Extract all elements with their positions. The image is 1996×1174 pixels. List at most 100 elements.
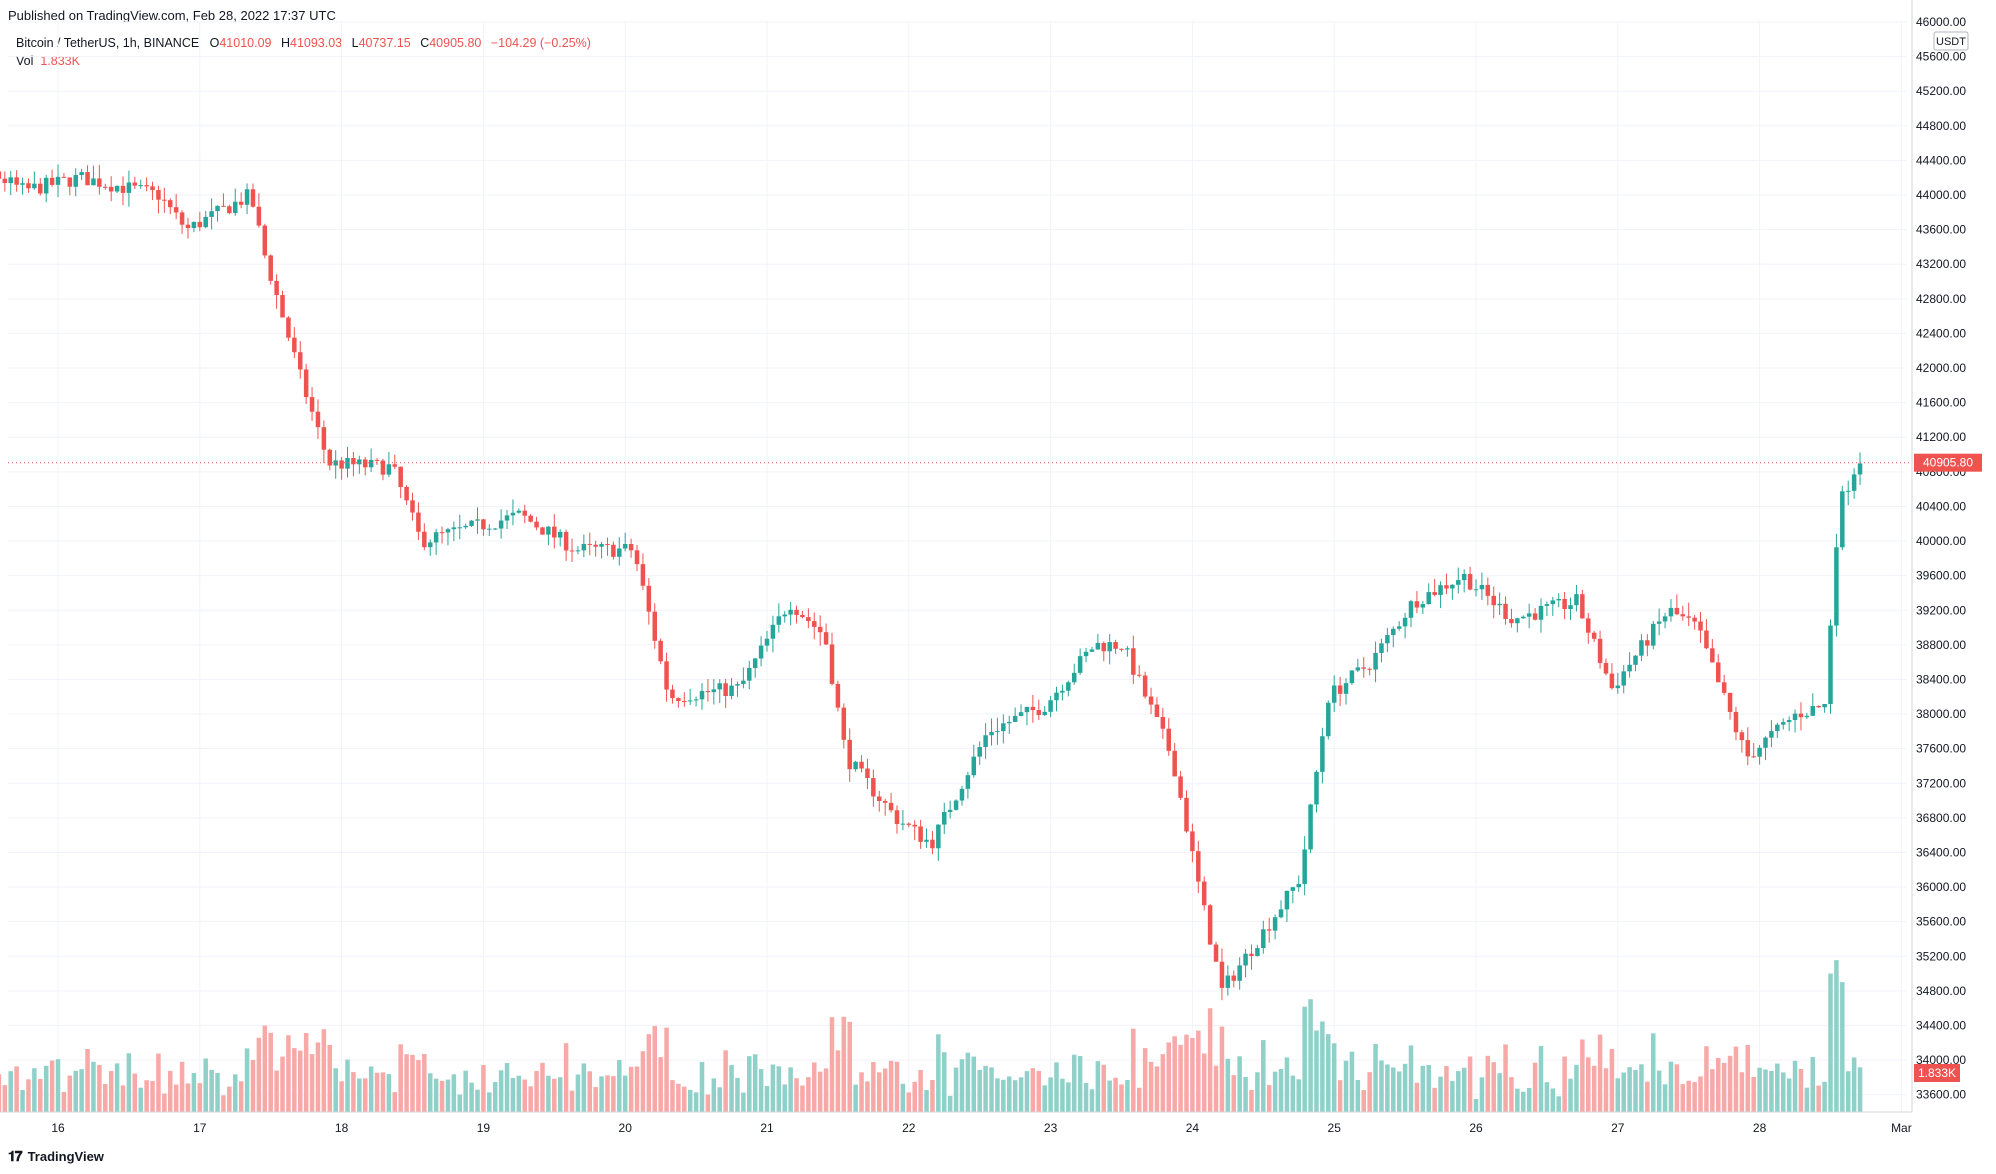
volume-bar [1816,1085,1821,1112]
candle-body [977,747,982,757]
candle-body [1089,649,1095,652]
volume-bar [1213,1065,1219,1112]
volume-bar [912,1081,917,1112]
candle-body [120,185,126,193]
candle-body [1650,623,1656,646]
candle-body [995,731,1000,733]
volume-bar [930,1079,935,1112]
candle-body [1012,715,1018,722]
volume-bar [622,1075,628,1112]
volume-bar [1580,1039,1585,1112]
volume-bar [1331,1043,1337,1112]
candle-body [422,531,427,548]
candle-body [1113,642,1118,649]
candle-body [1521,616,1526,619]
close-value: 40905.80 [429,36,482,50]
volume-bar [1710,1069,1715,1112]
candle-body [1426,592,1431,605]
candle-body [1857,463,1863,475]
volume-bar [1006,1076,1012,1112]
volume-bar [605,1075,610,1112]
volume-bar [1845,1071,1851,1112]
volume-bar [1361,1089,1366,1112]
volume-bar [1379,1060,1384,1112]
volume-bar [1715,1057,1721,1112]
volume-bar [132,1073,138,1112]
y-tick-label: 34400.00 [1916,1018,1966,1032]
volume-bar [1727,1055,1733,1112]
volume-bar [168,1070,173,1112]
volume-bar [1745,1044,1751,1112]
volume-bar [315,1042,321,1112]
volume-bar [250,1059,256,1112]
volume-bar [1656,1070,1662,1112]
candle-body [1550,600,1556,605]
volume-bar [705,1094,711,1112]
volume-bar [1296,1079,1302,1112]
volume-bar [351,1072,356,1112]
volume-bar [410,1054,415,1112]
volume-bar [788,1067,793,1112]
volume-bar [1633,1070,1638,1112]
volume-bar [823,1068,829,1112]
candle-body [156,190,161,200]
volume-bar [1521,1091,1526,1112]
y-tick-label: 42800.00 [1916,292,1966,306]
volume-bar [995,1078,1000,1112]
y-tick-label: 34000.00 [1916,1053,1966,1067]
volume-bar [1107,1080,1112,1112]
volume-bar [179,1061,185,1112]
candle-body [1775,724,1780,732]
candle-body [1586,618,1591,633]
y-tick-label: 46000.00 [1916,15,1966,29]
candle-body [1840,491,1845,548]
candle-body [912,824,917,827]
candle-body [38,183,43,194]
candle-body [1845,490,1851,492]
volume-bar [1266,1085,1272,1112]
volume-bar [1432,1087,1437,1112]
candle-body [114,185,120,192]
volume-bar [416,1060,421,1112]
candle-body [345,458,350,469]
volume-bar [1721,1062,1727,1112]
volume-bar [49,1060,55,1112]
volume-bar [758,1069,764,1112]
y-tick-label: 36800.00 [1916,811,1966,825]
candle-body [522,510,528,516]
volume-bar [1178,1044,1183,1112]
volume-bar [1278,1069,1284,1112]
candle-body [835,683,841,708]
volume-bar [1184,1034,1189,1112]
candle-body [1166,728,1172,751]
candle-body [1213,944,1219,962]
volume-bar [256,1037,262,1112]
candle-body [386,464,392,475]
candle-body [1727,692,1733,712]
volume-bar [735,1077,740,1112]
y-tick-label: 37600.00 [1916,742,1966,756]
low-label: L [351,36,359,50]
volume-bar [693,1092,699,1112]
candle-body [457,527,463,529]
candle-body [292,337,297,353]
volume-bar [1503,1044,1508,1112]
volume-bar [38,1078,43,1112]
volume-bar [812,1062,817,1112]
candle-body [1207,905,1213,945]
candle-body [823,632,829,645]
volume-bar [670,1080,675,1112]
candle-body [1769,731,1774,738]
candle-body [1733,711,1739,733]
candle-body [812,621,817,627]
volume-bar [1485,1055,1491,1112]
volume-bar [1308,999,1313,1112]
open-label: O [209,36,220,50]
volume-bar [173,1084,179,1112]
candle-body [150,186,155,191]
candle-body [1851,474,1857,491]
candle-body [1568,605,1573,609]
volume-bar [1639,1064,1644,1112]
volume-bar [1822,1081,1827,1112]
